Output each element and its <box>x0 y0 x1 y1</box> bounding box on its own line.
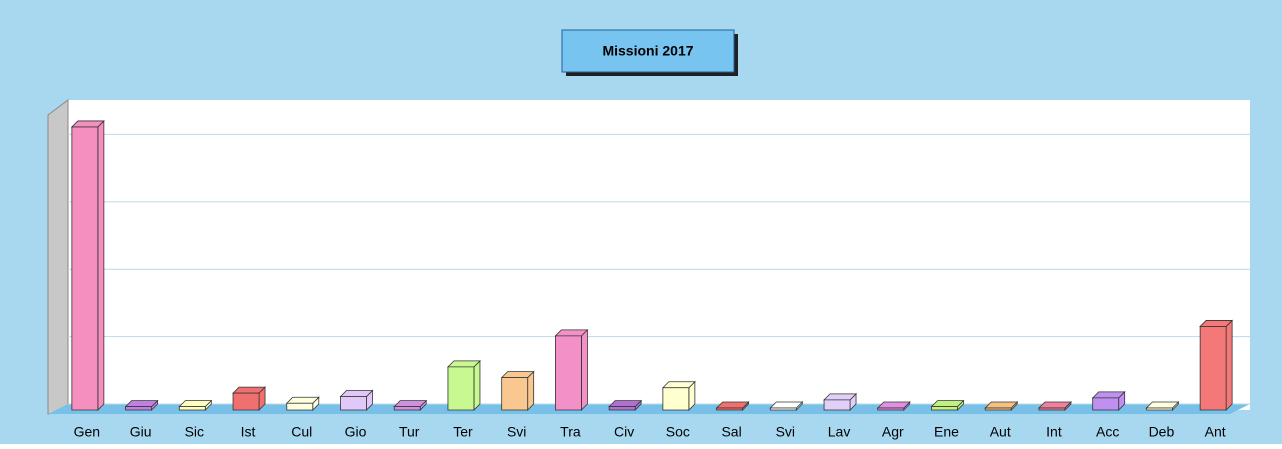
bar-front <box>286 402 314 411</box>
x-tick-label: Cul <box>291 424 312 440</box>
x-tick-label: Lav <box>828 424 851 440</box>
bar-front <box>71 126 99 411</box>
bar-front <box>1038 407 1066 411</box>
bar-front <box>823 399 851 411</box>
bar <box>823 392 858 411</box>
title-box <box>561 29 735 73</box>
bar <box>500 370 535 411</box>
bar-top <box>554 329 589 337</box>
bar-top <box>930 400 965 408</box>
bar-top <box>446 360 481 368</box>
bar-top <box>232 386 267 394</box>
x-tick-label: Svi <box>776 424 795 440</box>
bar-front <box>447 366 475 411</box>
bar-front <box>716 407 743 411</box>
x-tick-label: Deb <box>1149 424 1175 440</box>
bar-front <box>984 407 1012 411</box>
bar-front <box>662 387 690 411</box>
x-tick-label: Giu <box>130 424 152 440</box>
bar-top <box>285 396 320 404</box>
bar-top <box>393 400 428 408</box>
bar-top <box>70 120 105 128</box>
bar-front <box>340 396 367 411</box>
bar-side <box>1225 319 1233 411</box>
bar-top <box>876 401 911 409</box>
bar-side <box>581 328 588 411</box>
bar-top <box>339 390 374 397</box>
bar-front <box>125 406 152 411</box>
bar <box>446 359 481 411</box>
bar-top <box>769 401 804 409</box>
bar-front <box>877 407 905 411</box>
bar <box>1091 390 1126 411</box>
bar <box>285 396 320 411</box>
x-tick-label: Soc <box>666 424 690 440</box>
plot-area <box>68 100 1250 410</box>
bar-top <box>500 371 535 379</box>
bar-front <box>232 392 260 411</box>
bar <box>1199 319 1234 411</box>
bar-top <box>608 400 643 408</box>
x-tick-label: Sal <box>721 424 741 440</box>
bar <box>1145 401 1180 411</box>
chart-title: Missioni 2017 <box>602 43 693 59</box>
bar-top <box>1091 391 1126 399</box>
bar-top <box>124 400 159 408</box>
bar <box>232 386 267 411</box>
bar-front <box>178 406 206 411</box>
bar-top <box>1037 401 1072 409</box>
bar <box>554 328 589 411</box>
bar <box>930 399 965 411</box>
bar-front <box>1199 326 1227 411</box>
bar-top <box>178 400 213 408</box>
bar-front <box>1092 397 1120 411</box>
x-tick-label: Sic <box>185 424 204 440</box>
bar-side <box>97 119 105 411</box>
x-tick-label: Tur <box>399 424 420 440</box>
x-tick-label: Ant <box>1205 424 1226 440</box>
x-tick-label: Agr <box>882 424 904 440</box>
bar-front <box>608 406 636 411</box>
bar <box>661 380 696 411</box>
x-tick-label: Gio <box>345 424 367 440</box>
x-tick-label: Aut <box>990 424 1011 440</box>
bar-top <box>661 381 696 389</box>
bar <box>393 399 428 411</box>
bar <box>70 119 105 411</box>
bar-side <box>473 359 481 411</box>
bar-side <box>527 370 535 411</box>
bar <box>715 401 750 411</box>
bar <box>124 399 159 411</box>
x-tick-label: Tra <box>560 424 581 440</box>
bar <box>608 399 643 411</box>
x-tick-label: Ter <box>453 424 473 440</box>
bar-front <box>1146 407 1173 411</box>
x-tick-label: Civ <box>614 424 634 440</box>
bar <box>178 399 213 411</box>
bar-top <box>984 401 1019 409</box>
bar-top <box>1145 401 1180 409</box>
bar <box>769 401 804 411</box>
bar <box>984 401 1019 411</box>
bar-front <box>501 377 529 411</box>
x-tick-label: Svi <box>507 424 526 440</box>
bar <box>339 389 374 411</box>
bar-top <box>1199 320 1234 327</box>
bar-top <box>823 393 858 401</box>
bar-top <box>715 401 750 409</box>
bar-front <box>931 406 958 411</box>
x-tick-label: Ist <box>241 424 256 440</box>
bar <box>1037 401 1072 411</box>
x-tick-label: Acc <box>1096 424 1119 440</box>
x-tick-label: Int <box>1046 424 1062 440</box>
x-tick-label: Ene <box>934 424 959 440</box>
bar-front <box>769 407 797 411</box>
bar-front <box>393 406 421 411</box>
bar <box>876 401 911 411</box>
bar-front <box>555 335 582 411</box>
left-wall <box>47 99 69 415</box>
x-tick-label: Gen <box>74 424 100 440</box>
